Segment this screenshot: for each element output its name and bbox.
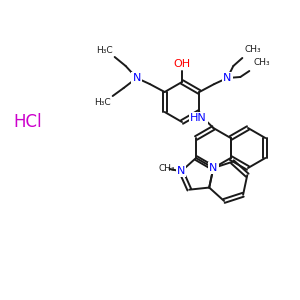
Text: HN: HN <box>190 113 207 123</box>
Text: CH₃: CH₃ <box>158 164 175 173</box>
Text: N: N <box>223 73 232 83</box>
Text: N: N <box>177 167 185 176</box>
Text: OH: OH <box>173 59 190 69</box>
Text: CH₃: CH₃ <box>244 45 261 54</box>
Text: N: N <box>133 73 141 83</box>
Text: H₃C: H₃C <box>96 46 113 55</box>
Text: CH₃: CH₃ <box>253 58 270 67</box>
Text: N: N <box>209 163 218 173</box>
Text: HCl: HCl <box>14 113 42 131</box>
Text: H₃C: H₃C <box>94 98 111 107</box>
